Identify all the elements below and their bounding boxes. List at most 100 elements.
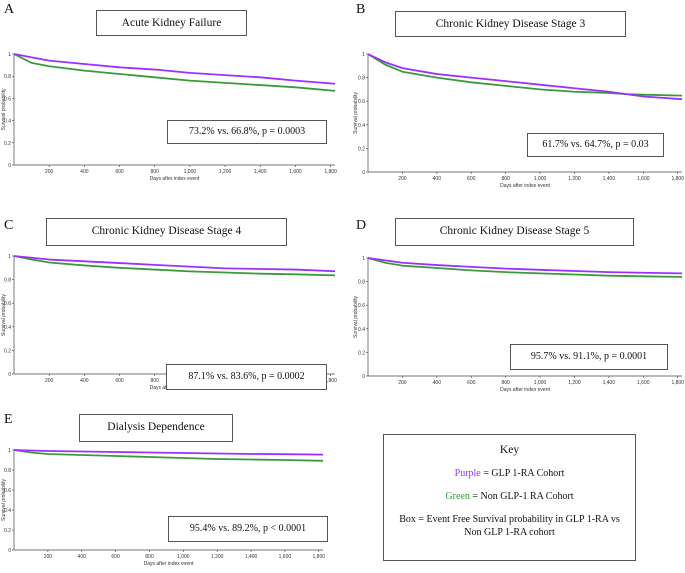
non-glp1-ra-line <box>13 449 324 462</box>
y-axis-label: Survival probability <box>353 92 359 134</box>
y-tick-label: 0.2 <box>358 146 365 152</box>
y-tick-label: 0.4 <box>358 123 365 129</box>
chart-title: Acute Kidney Failure <box>96 10 247 36</box>
x-tick-label: 600 <box>467 176 476 182</box>
key-purple-line: Purple = GLP 1-RA Cohort <box>384 468 635 479</box>
y-tick-label: 0.2 <box>4 348 11 354</box>
y-tick-label: 1 <box>362 52 365 58</box>
key-green-line: Green = Non GLP-1 RA Cohort <box>384 491 635 502</box>
key-title: Key <box>499 444 520 456</box>
y-tick-label: 0.6 <box>358 99 365 105</box>
x-tick-label: 400 <box>80 169 89 175</box>
y-tick-label: 0.8 <box>4 74 11 80</box>
x-tick-label: 600 <box>115 378 124 384</box>
stat-box: 61.7% vs. 64.7%, p = 0.03 <box>527 133 664 157</box>
x-tick-label: 400 <box>78 554 87 560</box>
x-tick-label: 1,800 <box>313 554 326 560</box>
x-tick-label: 1,600 <box>279 554 292 560</box>
panel-letter: B <box>356 2 366 17</box>
y-tick-label: 0.8 <box>358 76 365 82</box>
y-tick-label: 1 <box>8 52 11 58</box>
x-tick-label: 1,400 <box>603 380 616 386</box>
x-axis-label: Days after index event <box>500 387 550 393</box>
x-tick-label: 200 <box>398 380 407 386</box>
y-tick-label: 1 <box>362 256 365 262</box>
x-tick-label: 600 <box>111 554 120 560</box>
y-tick-label: 0.2 <box>358 350 365 356</box>
y-tick-label: 0.6 <box>4 488 11 494</box>
y-tick-label: 0.2 <box>4 141 11 147</box>
x-axis-label: Days after index event <box>144 561 194 567</box>
x-tick-label: 400 <box>433 380 442 386</box>
chart-title: Chronic Kidney Disease Stage 4 <box>46 218 287 246</box>
stat-box: 87.1% vs. 83.6%, p = 0.0002 <box>166 364 327 390</box>
x-tick-label: 800 <box>151 169 160 175</box>
x-tick-label: 800 <box>501 176 510 182</box>
y-tick-label: 0 <box>8 548 11 554</box>
x-tick-label: 1,200 <box>568 176 581 182</box>
x-axis-label: Days after index event <box>500 183 550 189</box>
x-tick-label: 1,600 <box>289 169 302 175</box>
y-axis-label: Survival probability <box>1 88 7 130</box>
chart-title: Dialysis Dependence <box>79 414 233 442</box>
glp1-ra-line <box>367 53 683 101</box>
chart-b: 0 0.2 0.4 0.6 0.8 1 200 400 600 800 1,000 1,200 1,40… <box>353 52 684 189</box>
glp1-ra-line <box>13 53 336 85</box>
key-green-word: Green <box>445 491 470 502</box>
x-tick-label: 1,800 <box>324 169 337 175</box>
y-tick-label: 0.2 <box>4 528 11 534</box>
y-tick-label: 1 <box>8 448 11 454</box>
stat-box: 95.7% vs. 91.1%, p = 0.0001 <box>510 344 668 370</box>
y-tick-label: 0.4 <box>358 327 365 333</box>
x-tick-label: 800 <box>145 554 154 560</box>
y-tick-label: 0.6 <box>4 96 11 102</box>
x-tick-label: 1,400 <box>245 554 258 560</box>
y-tick-label: 0.6 <box>358 303 365 309</box>
x-tick-label: 800 <box>151 378 160 384</box>
y-axis-label: Survival probability <box>1 294 7 336</box>
x-tick-label: 1,200 <box>219 169 232 175</box>
stat-box: 95.4% vs. 89.2%, p < 0.0001 <box>168 516 328 542</box>
key-green-desc: = Non GLP-1 RA Cohort <box>469 491 574 502</box>
y-tick-label: 0.4 <box>4 508 11 514</box>
y-axis-label: Survival probability <box>353 296 359 338</box>
key-purple-desc: = GLP 1-RA Cohort <box>480 468 565 479</box>
key-purple-word: Purple <box>454 468 481 479</box>
y-tick-label: 0 <box>8 372 11 378</box>
non-glp1-ra-line <box>367 53 683 97</box>
x-tick-label: 1,000 <box>534 176 547 182</box>
x-tick-label: 1,800 <box>324 378 337 384</box>
x-tick-label: 600 <box>115 169 124 175</box>
chart-title: Chronic Kidney Disease Stage 5 <box>395 218 634 246</box>
panel-letter: E <box>4 412 13 427</box>
y-tick-label: 0 <box>362 374 365 380</box>
non-glp1-ra-line <box>13 255 336 277</box>
panel-letter: C <box>4 218 14 233</box>
non-glp1-ra-line <box>13 53 336 92</box>
x-tick-label: 400 <box>433 176 442 182</box>
x-tick-label: 800 <box>501 380 510 386</box>
key-box-description: Box = Event Free Survival probability in… <box>399 514 620 538</box>
x-tick-label: 200 <box>45 378 54 384</box>
y-tick-label: 0.8 <box>4 468 11 474</box>
y-tick-label: 0.6 <box>4 301 11 307</box>
x-tick-label: 1,800 <box>671 176 684 182</box>
y-tick-label: 1 <box>8 254 11 260</box>
x-tick-label: 400 <box>80 378 89 384</box>
x-tick-label: 1,600 <box>637 380 650 386</box>
y-tick-label: 0.4 <box>4 325 11 331</box>
glp1-ra-line <box>13 449 324 456</box>
x-tick-label: 1,400 <box>254 169 267 175</box>
y-tick-label: 0 <box>8 163 11 169</box>
x-tick-label: 200 <box>45 169 54 175</box>
y-tick-label: 0.8 <box>358 280 365 286</box>
y-tick-label: 0.4 <box>4 119 11 125</box>
panel-letter: D <box>356 218 367 233</box>
non-glp1-ra-line <box>367 257 683 278</box>
stat-box: 73.2% vs. 66.8%, p = 0.0003 <box>167 120 327 144</box>
chart-d: 0 0.2 0.4 0.6 0.8 1 200 400 600 800 1,000 1,200 1,40… <box>353 256 684 393</box>
x-tick-label: 1,800 <box>671 380 684 386</box>
y-axis-label: Survival probability <box>1 479 7 521</box>
x-tick-label: 600 <box>467 380 476 386</box>
glp1-ra-line <box>367 257 683 275</box>
